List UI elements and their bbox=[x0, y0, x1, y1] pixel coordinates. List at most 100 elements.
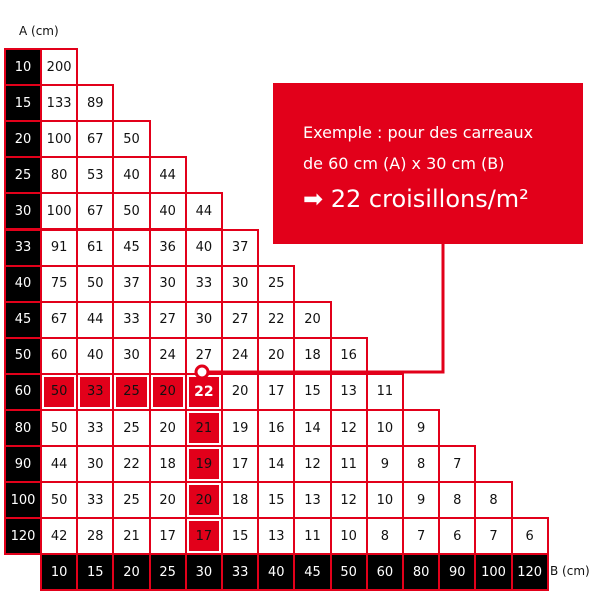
row-header-a: 15 bbox=[4, 84, 42, 123]
value-cell: 50 bbox=[40, 481, 79, 520]
col-header-b: 25 bbox=[148, 553, 187, 592]
value-cell: 37 bbox=[221, 228, 260, 267]
value-cell: 13 bbox=[257, 517, 296, 556]
callout-result-text: 22 croisillons/m² bbox=[330, 185, 529, 213]
value-cell: 15 bbox=[257, 481, 296, 520]
arrow-icon: ➡ bbox=[303, 185, 324, 213]
row-header-a: 20 bbox=[4, 120, 42, 159]
value-cell: 14 bbox=[257, 445, 296, 484]
value-cell: 50 bbox=[40, 409, 79, 448]
value-cell: 18 bbox=[293, 336, 332, 375]
value-cell: 15 bbox=[293, 372, 332, 411]
col-header-b: 120 bbox=[510, 553, 549, 592]
value-cell: 27 bbox=[184, 336, 223, 375]
value-cell: 10 bbox=[329, 517, 368, 556]
row-header-a: 50 bbox=[4, 336, 42, 375]
value-cell: 20 bbox=[148, 409, 187, 448]
col-header-b: 90 bbox=[438, 553, 477, 592]
value-cell: 36 bbox=[148, 228, 187, 267]
value-cell: 8 bbox=[402, 445, 441, 484]
col-header-b: 45 bbox=[293, 553, 332, 592]
value-cell: 24 bbox=[221, 336, 260, 375]
value-cell: 44 bbox=[40, 445, 79, 484]
value-cell: 30 bbox=[76, 445, 115, 484]
value-cell: 11 bbox=[329, 445, 368, 484]
value-cell: 18 bbox=[221, 481, 260, 520]
value-cell: 33 bbox=[184, 264, 223, 303]
value-cell: 9 bbox=[365, 445, 404, 484]
value-cell: 15 bbox=[221, 517, 260, 556]
highlighted-cell: 50 bbox=[40, 372, 79, 411]
value-cell: 21 bbox=[112, 517, 151, 556]
col-header-b: 33 bbox=[221, 553, 260, 592]
value-cell: 6 bbox=[438, 517, 477, 556]
value-cell: 40 bbox=[148, 192, 187, 231]
value-cell: 10 bbox=[365, 481, 404, 520]
col-header-b: 100 bbox=[474, 553, 513, 592]
value-cell: 19 bbox=[221, 409, 260, 448]
value-cell: 18 bbox=[148, 445, 187, 484]
value-cell: 42 bbox=[40, 517, 79, 556]
value-cell: 61 bbox=[76, 228, 115, 267]
value-cell: 25 bbox=[257, 264, 296, 303]
value-cell: 20 bbox=[148, 481, 187, 520]
value-cell: 67 bbox=[76, 192, 115, 231]
value-cell: 10 bbox=[365, 409, 404, 448]
value-cell: 50 bbox=[76, 264, 115, 303]
value-cell: 44 bbox=[76, 300, 115, 339]
value-cell: 33 bbox=[76, 409, 115, 448]
value-cell: 27 bbox=[221, 300, 260, 339]
value-cell: 20 bbox=[221, 372, 260, 411]
value-cell: 16 bbox=[329, 336, 368, 375]
row-header-a: 100 bbox=[4, 481, 42, 520]
value-cell: 14 bbox=[293, 409, 332, 448]
value-cell: 44 bbox=[184, 192, 223, 231]
value-cell: 53 bbox=[76, 156, 115, 195]
highlighted-cell: 20 bbox=[184, 481, 223, 520]
value-cell: 40 bbox=[112, 156, 151, 195]
value-cell: 44 bbox=[148, 156, 187, 195]
value-cell: 16 bbox=[257, 409, 296, 448]
value-cell: 30 bbox=[221, 264, 260, 303]
value-cell: 100 bbox=[40, 120, 79, 159]
value-cell: 8 bbox=[474, 481, 513, 520]
value-cell: 89 bbox=[76, 84, 115, 123]
value-cell: 12 bbox=[329, 409, 368, 448]
value-cell: 67 bbox=[76, 120, 115, 159]
value-cell: 80 bbox=[40, 156, 79, 195]
value-cell: 27 bbox=[148, 300, 187, 339]
value-cell: 13 bbox=[293, 481, 332, 520]
value-cell: 7 bbox=[474, 517, 513, 556]
value-cell: 8 bbox=[438, 481, 477, 520]
value-cell: 22 bbox=[112, 445, 151, 484]
row-header-a: 80 bbox=[4, 409, 42, 448]
row-header-a: 120 bbox=[4, 517, 42, 556]
row-header-a: 45 bbox=[4, 300, 42, 339]
value-cell: 11 bbox=[365, 372, 404, 411]
axis-b-label: B (cm) bbox=[550, 564, 590, 578]
value-cell: 17 bbox=[221, 445, 260, 484]
highlighted-cell: 22 bbox=[184, 372, 223, 411]
example-callout: Exemple : pour des carreaux de 60 cm (A)… bbox=[273, 83, 583, 244]
highlighted-cell: 19 bbox=[184, 445, 223, 484]
row-header-a: 25 bbox=[4, 156, 42, 195]
col-header-b: 10 bbox=[40, 553, 79, 592]
value-cell: 33 bbox=[112, 300, 151, 339]
row-header-a: 33 bbox=[4, 228, 42, 267]
value-cell: 75 bbox=[40, 264, 79, 303]
value-cell: 6 bbox=[510, 517, 549, 556]
highlighted-cell: 20 bbox=[148, 372, 187, 411]
value-cell: 20 bbox=[293, 300, 332, 339]
value-cell: 20 bbox=[257, 336, 296, 375]
value-cell: 60 bbox=[40, 336, 79, 375]
value-cell: 100 bbox=[40, 192, 79, 231]
row-header-a: 90 bbox=[4, 445, 42, 484]
value-cell: 7 bbox=[402, 517, 441, 556]
value-cell: 67 bbox=[40, 300, 79, 339]
value-cell: 91 bbox=[40, 228, 79, 267]
value-cell: 17 bbox=[257, 372, 296, 411]
value-cell: 12 bbox=[329, 481, 368, 520]
row-header-a: 40 bbox=[4, 264, 42, 303]
value-cell: 33 bbox=[76, 481, 115, 520]
